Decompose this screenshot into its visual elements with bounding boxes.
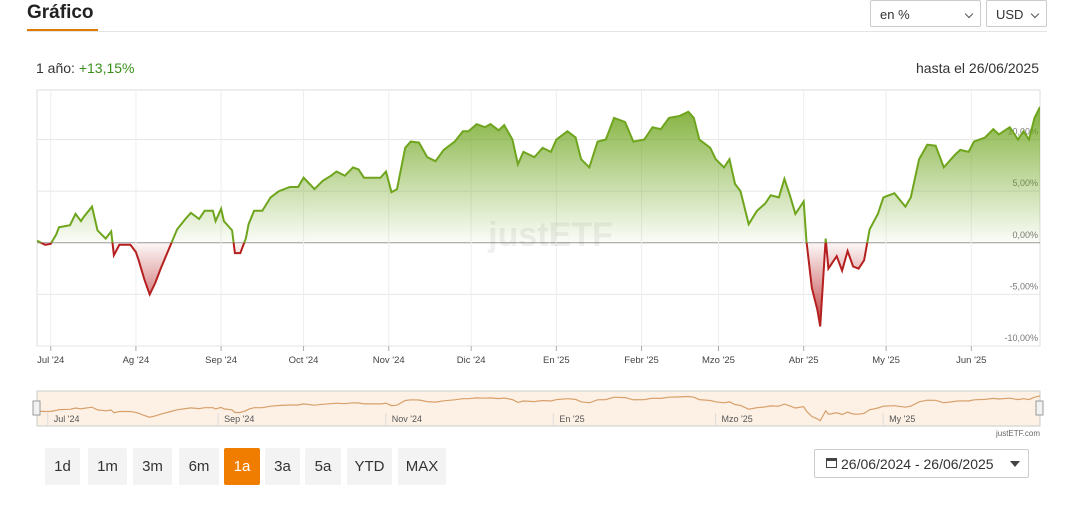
line-negative	[38, 242, 869, 327]
dropdown-caret	[1010, 461, 1020, 467]
summary: 1 año: +13,15%	[36, 60, 135, 76]
currency-select[interactable]: USD	[986, 0, 1047, 27]
navigator-label: En '25	[559, 414, 584, 424]
x-tick-label: Jun '25	[956, 355, 986, 366]
navigator-label: Nov '24	[392, 414, 422, 424]
summary-label: 1 año:	[36, 60, 75, 76]
navigator-handle[interactable]	[32, 400, 41, 416]
navigator-handle[interactable]	[1035, 400, 1044, 416]
navigator-line	[36, 395, 1041, 422]
divider	[27, 31, 1047, 32]
until-date: hasta el 26/06/2025	[916, 60, 1039, 76]
x-tick-label: Dic '24	[457, 355, 486, 366]
period-button[interactable]: YTD	[347, 448, 392, 485]
navigator-label: Mzo '25	[721, 414, 752, 424]
period-button[interactable]: 3a	[265, 448, 300, 485]
x-tick-label: Ag '24	[123, 355, 150, 366]
x-tick-label: Jul '24	[37, 355, 64, 366]
period-button[interactable]: 6m	[179, 448, 219, 485]
return-value: +13,15%	[78, 60, 135, 76]
navigator-label: Jul '24	[54, 414, 80, 424]
navigator-label: My '25	[889, 414, 915, 424]
x-tick-label: Nov '24	[373, 355, 405, 366]
title-underline	[27, 29, 98, 31]
x-tick-label: Sep '24	[205, 355, 237, 366]
period-button[interactable]: 1m	[88, 448, 127, 485]
source-credit: justETF.com	[995, 429, 1040, 438]
x-tick-label: Abr '25	[789, 355, 819, 366]
date-range-picker[interactable]: 26/06/2024 - 26/06/2025	[814, 449, 1029, 478]
period-button[interactable]: 1a	[224, 448, 260, 485]
area-positive	[37, 107, 1040, 243]
x-tick-label: Mzo '25	[702, 355, 735, 366]
section-title: Gráfico	[27, 2, 94, 23]
x-tick-label: Febr '25	[624, 355, 659, 366]
unit-select[interactable]: en %	[870, 0, 981, 27]
x-tick-label: My '25	[872, 355, 900, 366]
period-button[interactable]: 3m	[133, 448, 172, 485]
x-tick-label: Oct '24	[289, 355, 319, 366]
y-tick-label: -5,00%	[1009, 281, 1038, 291]
navigator-label: Sep '24	[224, 414, 254, 424]
period-button[interactable]: MAX	[398, 448, 446, 485]
calendar-icon	[826, 458, 837, 468]
period-button[interactable]: 5a	[305, 448, 341, 485]
line-positive	[37, 106, 1040, 243]
y-tick-label: -10,00%	[1004, 333, 1038, 343]
x-tick-label: En '25	[543, 355, 570, 366]
period-button[interactable]: 1d	[45, 448, 80, 485]
